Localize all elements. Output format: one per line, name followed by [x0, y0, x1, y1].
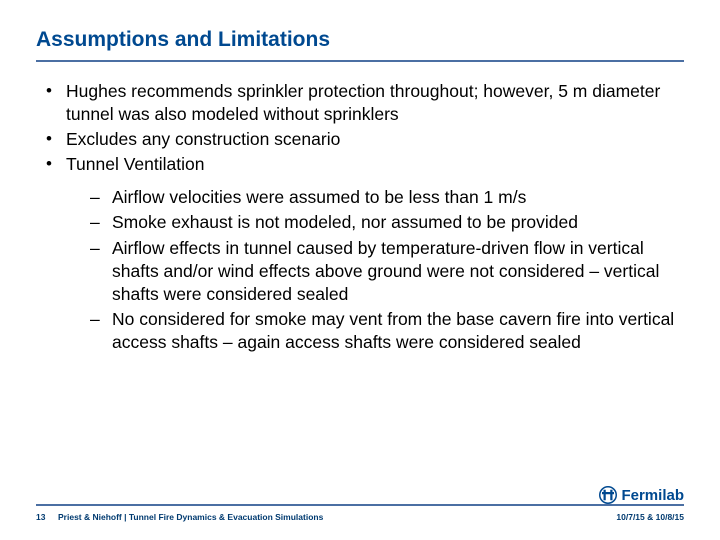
sub-bullet-item: No considered for smoke may vent from th…: [66, 308, 684, 354]
bullet-item: Tunnel Ventilation Airflow velocities we…: [36, 153, 684, 354]
footer-caption: Priest & Niehoff | Tunnel Fire Dynamics …: [58, 512, 616, 522]
bullet-list: Hughes recommends sprinkler protection t…: [36, 80, 684, 354]
fermilab-logo-icon: [599, 486, 617, 504]
footer-row: 13 Priest & Niehoff | Tunnel Fire Dynami…: [36, 512, 684, 522]
sub-bullet-item: Smoke exhaust is not modeled, nor assume…: [66, 211, 684, 234]
bullet-item: Hughes recommends sprinkler protection t…: [36, 80, 684, 126]
footer-date: 10/7/15 & 10/8/15: [616, 512, 684, 522]
slide: Assumptions and Limitations Hughes recom…: [0, 0, 720, 540]
fermilab-logo: Fermilab: [599, 486, 684, 504]
sub-bullet-list: Airflow velocities were assumed to be le…: [66, 186, 684, 354]
slide-footer: 13 Priest & Niehoff | Tunnel Fire Dynami…: [0, 504, 720, 522]
bullet-text: Tunnel Ventilation: [66, 154, 204, 174]
slide-content: Hughes recommends sprinkler protection t…: [36, 80, 684, 540]
bullet-item: Excludes any construction scenario: [36, 128, 684, 151]
fermilab-logo-text: Fermilab: [621, 487, 684, 504]
title-divider: [36, 60, 684, 62]
footer-divider: [36, 504, 684, 506]
slide-title: Assumptions and Limitations: [36, 28, 684, 52]
page-number: 13: [36, 512, 58, 522]
sub-bullet-item: Airflow effects in tunnel caused by temp…: [66, 237, 684, 306]
sub-bullet-item: Airflow velocities were assumed to be le…: [66, 186, 684, 209]
